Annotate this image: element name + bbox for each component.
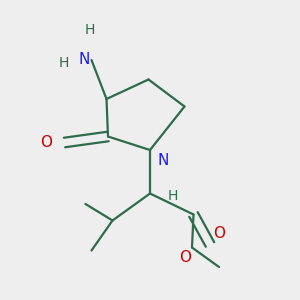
Text: N: N (79, 52, 90, 68)
Text: N: N (158, 153, 169, 168)
Text: H: H (85, 23, 95, 38)
Text: O: O (179, 250, 191, 265)
Text: O: O (213, 226, 225, 241)
Text: H: H (167, 189, 178, 202)
Text: O: O (40, 135, 52, 150)
Text: H: H (58, 56, 69, 70)
